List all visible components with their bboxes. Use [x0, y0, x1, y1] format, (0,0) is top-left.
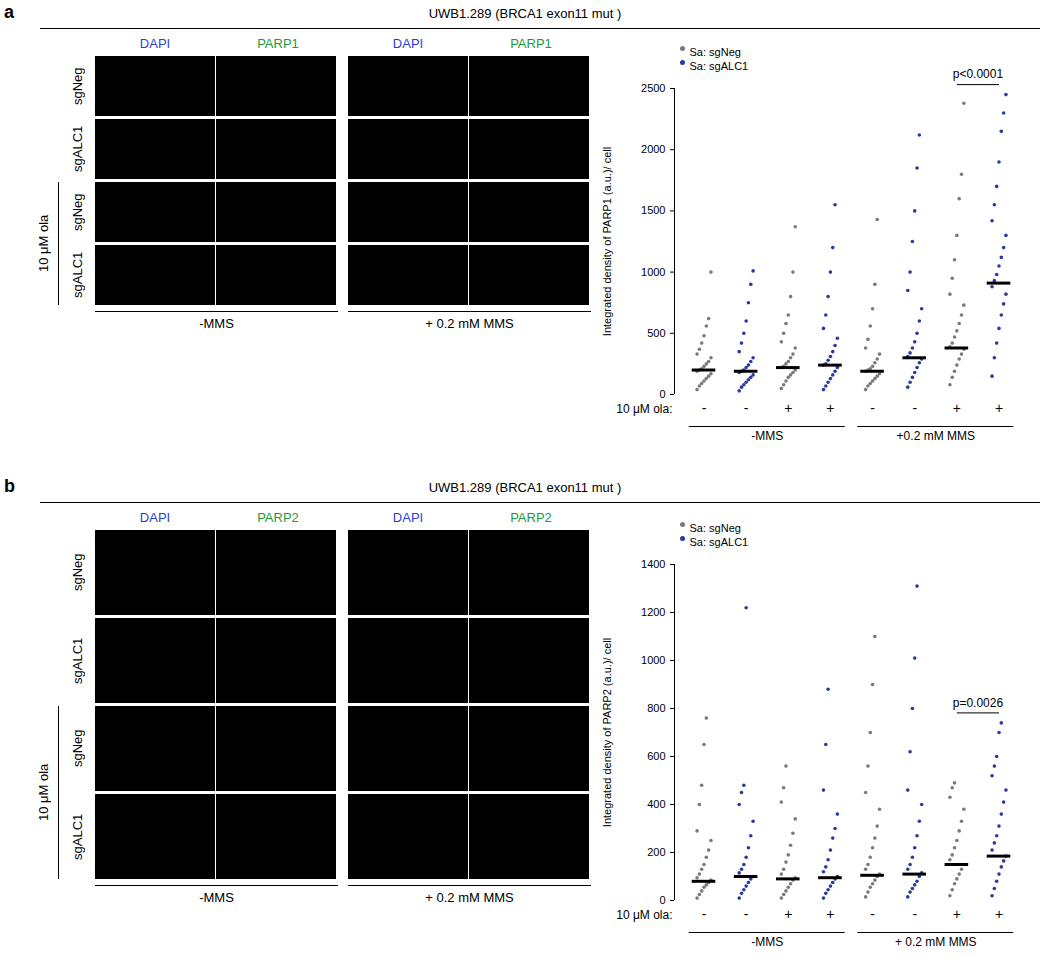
- svg-text:Sa: sgNeg: Sa: sgNeg: [690, 522, 741, 534]
- svg-text:+: +: [784, 906, 792, 922]
- svg-text:10 μM ola:: 10 μM ola:: [616, 402, 672, 416]
- svg-text:Integrated density of PARP1 (a: Integrated density of PARP1 (a.u.)/ cell: [601, 147, 613, 336]
- html-text:-MMS: -MMS: [199, 890, 234, 905]
- svg-text:Sa: sgALC1: Sa: sgALC1: [690, 60, 749, 72]
- svg-text:200: 200: [647, 846, 665, 858]
- svg-text:10 μM ola:: 10 μM ola:: [616, 908, 672, 922]
- html-text:sgNeg: sgNeg: [70, 553, 85, 592]
- html-text:sgALC1: sgALC1: [70, 637, 85, 684]
- html-text:sgNeg: sgNeg: [70, 67, 85, 105]
- html-text:+ 0.2 mM MMS: + 0.2 mM MMS: [425, 890, 514, 905]
- svg-text:p=0.0026: p=0.0026: [953, 696, 1004, 710]
- html-text:PARP1: PARP1: [257, 36, 299, 51]
- svg-text:-: -: [912, 400, 917, 416]
- html-text:PARP2: PARP2: [257, 510, 299, 525]
- html-text:DAPI: DAPI: [139, 510, 171, 525]
- svg-text:400: 400: [647, 798, 665, 810]
- svg-text:2500: 2500: [641, 82, 665, 94]
- html-text:PARP1: PARP1: [510, 36, 552, 51]
- html-text:UWB1.289 (BRCA1 exon11 mut ): UWB1.289 (BRCA1 exon11 mut ): [428, 6, 622, 21]
- svg-text:+: +: [995, 400, 1003, 416]
- html-text:+ 0.2 mM MMS: + 0.2 mM MMS: [425, 316, 514, 331]
- html-text:10 μM ola: 10 μM ola: [36, 763, 51, 822]
- html-text:sgNeg: sgNeg: [70, 729, 85, 768]
- svg-text:Sa: sgALC1: Sa: sgALC1: [690, 536, 749, 548]
- svg-text:0: 0: [659, 388, 665, 400]
- svg-text:-: -: [870, 400, 875, 416]
- svg-text:+: +: [826, 400, 834, 416]
- svg-text:800: 800: [647, 702, 665, 714]
- svg-text:-: -: [702, 400, 707, 416]
- svg-text:1200: 1200: [641, 606, 665, 618]
- html-text:sgALC1: sgALC1: [70, 125, 85, 173]
- svg-text:-: -: [744, 906, 749, 922]
- html-text:sgALC1: sgALC1: [70, 813, 85, 860]
- html-text:PARP2: PARP2: [510, 510, 552, 525]
- html-text:b: b: [4, 476, 15, 496]
- svg-text:-MMS: -MMS: [751, 935, 783, 949]
- svg-text:500: 500: [647, 327, 665, 339]
- svg-text:-: -: [870, 906, 875, 922]
- svg-text:+0.2 mM MMS: +0.2 mM MMS: [897, 429, 975, 443]
- svg-text:1000: 1000: [641, 266, 665, 278]
- svg-text:-: -: [702, 906, 707, 922]
- html-text:DAPI: DAPI: [392, 36, 424, 51]
- svg-text:1000: 1000: [641, 654, 665, 666]
- html-text:sgNeg: sgNeg: [70, 193, 85, 231]
- html-text:DAPI: DAPI: [392, 510, 424, 525]
- html-text:UWB1.289 (BRCA1 exon11 mut ): UWB1.289 (BRCA1 exon11 mut ): [428, 480, 622, 495]
- svg-text:p<0.0001: p<0.0001: [953, 67, 1004, 81]
- svg-text:Integrated density of PARP2 (a: Integrated density of PARP2 (a.u.)/ cell: [601, 638, 613, 827]
- svg-text:+: +: [953, 400, 961, 416]
- svg-text:1500: 1500: [641, 204, 665, 216]
- svg-text:+ 0.2 mM MMS: + 0.2 mM MMS: [895, 935, 977, 949]
- svg-text:1400: 1400: [641, 558, 665, 570]
- svg-text:-: -: [912, 906, 917, 922]
- svg-text:+: +: [784, 400, 792, 416]
- svg-text:Sa: sgNeg: Sa: sgNeg: [690, 46, 741, 58]
- html-text:sgALC1: sgALC1: [70, 251, 85, 299]
- html-text:a: a: [4, 2, 14, 22]
- html-text:-MMS: -MMS: [199, 316, 234, 331]
- svg-text:+: +: [953, 906, 961, 922]
- html-text:10 μM ola: 10 μM ola: [36, 214, 51, 273]
- svg-text:+: +: [995, 906, 1003, 922]
- svg-text:-MMS: -MMS: [751, 429, 783, 443]
- svg-text:+: +: [826, 906, 834, 922]
- svg-text:0: 0: [659, 894, 665, 906]
- svg-text:2000: 2000: [641, 143, 665, 155]
- html-text:DAPI: DAPI: [139, 36, 171, 51]
- svg-text:-: -: [744, 400, 749, 416]
- svg-text:600: 600: [647, 750, 665, 762]
